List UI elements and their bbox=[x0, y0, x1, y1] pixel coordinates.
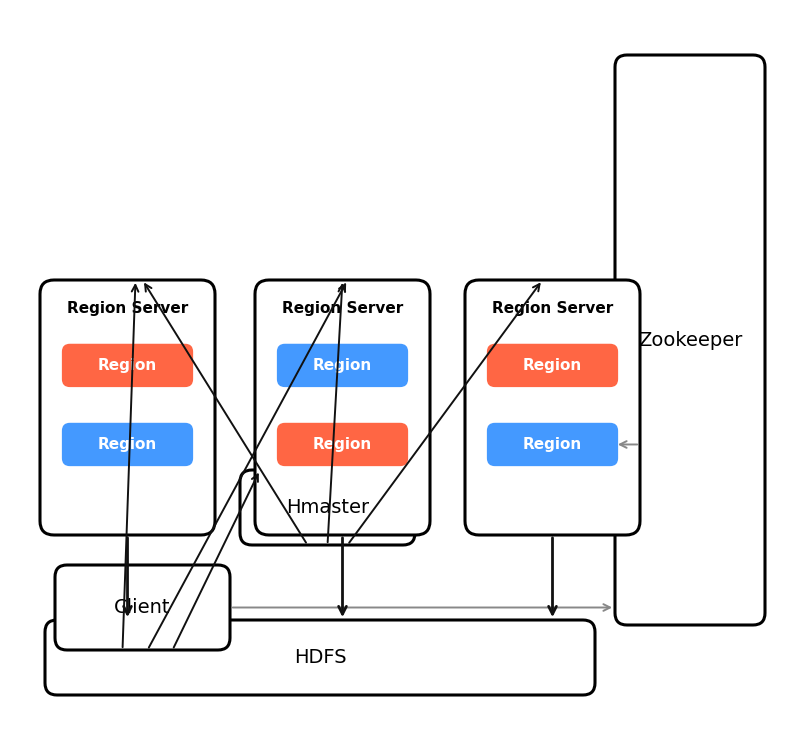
Text: Region Server: Region Server bbox=[67, 301, 188, 315]
FancyBboxPatch shape bbox=[487, 423, 618, 466]
Text: HDFS: HDFS bbox=[294, 648, 346, 667]
Text: Region Server: Region Server bbox=[492, 301, 613, 315]
Text: Region: Region bbox=[523, 437, 582, 452]
Text: Client: Client bbox=[114, 598, 170, 617]
FancyBboxPatch shape bbox=[62, 423, 193, 466]
Text: Region: Region bbox=[98, 437, 157, 452]
Text: Hmaster: Hmaster bbox=[286, 498, 369, 517]
FancyBboxPatch shape bbox=[240, 470, 415, 545]
FancyBboxPatch shape bbox=[55, 565, 230, 650]
Text: Region: Region bbox=[98, 358, 157, 373]
FancyBboxPatch shape bbox=[277, 344, 408, 387]
FancyBboxPatch shape bbox=[465, 280, 640, 535]
FancyBboxPatch shape bbox=[40, 280, 215, 535]
Text: Region: Region bbox=[313, 358, 372, 373]
FancyBboxPatch shape bbox=[487, 344, 618, 387]
Text: Zookeeper: Zookeeper bbox=[638, 330, 742, 349]
FancyBboxPatch shape bbox=[255, 280, 430, 535]
FancyBboxPatch shape bbox=[277, 423, 408, 466]
Text: Region Server: Region Server bbox=[282, 301, 403, 315]
FancyBboxPatch shape bbox=[45, 620, 595, 695]
FancyBboxPatch shape bbox=[615, 55, 765, 625]
FancyBboxPatch shape bbox=[62, 344, 193, 387]
Text: Region: Region bbox=[523, 358, 582, 373]
Text: Region: Region bbox=[313, 437, 372, 452]
